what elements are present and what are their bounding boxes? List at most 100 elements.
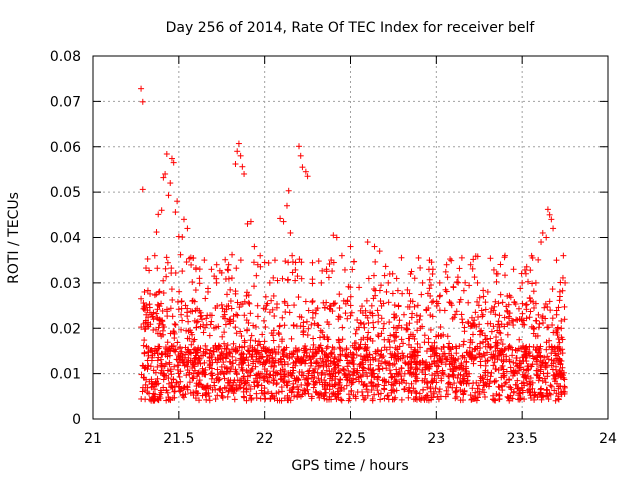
data-point: [505, 301, 512, 308]
data-point: [298, 381, 305, 388]
data-point: [295, 377, 302, 384]
data-point: [398, 365, 405, 372]
data-point: [180, 391, 187, 398]
data-point: [382, 263, 389, 270]
data-point: [492, 377, 499, 384]
data-point: [398, 254, 405, 261]
data-point: [335, 362, 342, 369]
data-point: [277, 215, 284, 222]
data-point: [313, 307, 320, 314]
data-point: [274, 301, 281, 308]
data-point: [140, 305, 147, 312]
data-point: [496, 312, 503, 319]
data-point: [527, 395, 534, 402]
data-point: [253, 395, 260, 402]
data-point: [446, 360, 453, 367]
data-point: [271, 393, 278, 400]
data-point: [438, 345, 445, 352]
data-point: [546, 337, 553, 344]
data-point: [437, 323, 444, 330]
data-point: [227, 320, 234, 327]
data-point: [537, 357, 544, 364]
data-point: [214, 366, 221, 373]
data-point: [304, 173, 311, 180]
data-point: [511, 370, 518, 377]
data-point: [368, 378, 375, 385]
data-point: [347, 302, 354, 309]
data-point: [309, 309, 316, 316]
data-point: [167, 180, 174, 187]
data-point: [368, 387, 375, 394]
data-point: [267, 395, 274, 402]
data-point: [223, 306, 230, 313]
data-point: [401, 386, 408, 393]
data-point: [281, 346, 288, 353]
data-point: [492, 311, 499, 318]
data-point: [487, 373, 494, 380]
data-point: [184, 386, 191, 393]
data-point: [229, 386, 236, 393]
data-point: [493, 334, 500, 341]
data-point: [197, 345, 204, 352]
data-point: [425, 339, 432, 346]
data-point: [551, 357, 558, 364]
data-point: [234, 299, 241, 306]
data-point: [425, 365, 432, 372]
data-point: [357, 319, 364, 326]
data-point: [470, 355, 477, 362]
data-point: [178, 326, 185, 333]
data-point: [555, 343, 562, 350]
data-point: [523, 301, 530, 308]
data-point: [481, 393, 488, 400]
data-point: [347, 312, 354, 319]
data-point: [179, 352, 186, 359]
data-point: [484, 358, 491, 365]
data-point: [558, 371, 565, 378]
data-point: [407, 369, 414, 376]
data-point: [318, 376, 325, 383]
data-point: [349, 351, 356, 358]
data-point: [330, 232, 337, 239]
data-point: [339, 347, 346, 354]
data-point: [175, 352, 182, 359]
data-point: [467, 392, 474, 399]
data-point: [549, 286, 556, 293]
data-point: [148, 357, 155, 364]
data-point: [391, 337, 398, 344]
data-point: [277, 371, 284, 378]
data-point: [499, 387, 506, 394]
data-point: [179, 268, 186, 275]
data-point: [552, 350, 559, 357]
data-point: [350, 375, 357, 382]
data-point: [186, 371, 193, 378]
data-point: [340, 366, 347, 373]
data-point: [182, 344, 189, 351]
data-point: [147, 347, 154, 354]
data-point: [238, 351, 245, 358]
data-point: [362, 345, 369, 352]
data-point: [230, 390, 237, 397]
data-point: [561, 303, 568, 310]
data-point: [277, 355, 284, 362]
data-point: [378, 282, 385, 289]
data-point: [542, 379, 549, 386]
data-point: [460, 338, 467, 345]
data-point: [534, 372, 541, 379]
data-point: [345, 367, 352, 374]
data-point: [280, 218, 287, 225]
data-point: [394, 287, 401, 294]
data-point: [230, 360, 237, 367]
data-point: [490, 266, 497, 273]
data-point: [501, 372, 508, 379]
data-point: [515, 385, 522, 392]
data-point: [154, 396, 161, 403]
data-point: [243, 397, 250, 404]
data-point: [298, 275, 305, 282]
data-point: [198, 312, 205, 319]
data-point: [305, 325, 312, 332]
data-point: [561, 316, 568, 323]
data-point: [138, 85, 145, 92]
data-point: [171, 330, 178, 337]
data-point: [260, 375, 267, 382]
data-point: [327, 360, 334, 367]
